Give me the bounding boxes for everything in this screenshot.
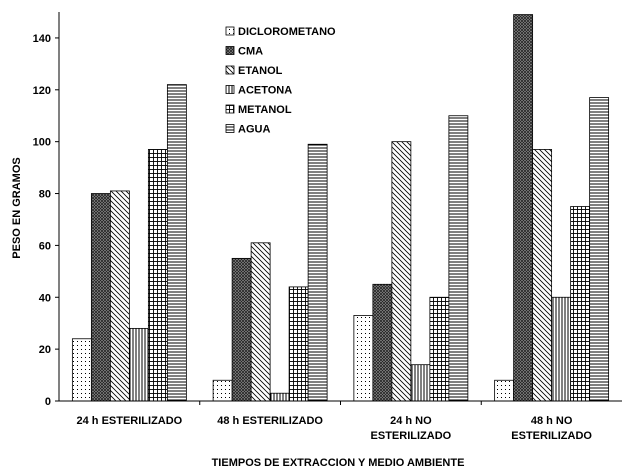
bar-metanol-3 <box>429 296 450 402</box>
legend-label: ACETONA <box>238 85 292 97</box>
bar-etanol-4 <box>532 149 553 402</box>
bar-agua-1 <box>166 84 187 402</box>
bar-cma-2 <box>231 257 252 402</box>
legend-swatch-acetona <box>225 85 235 94</box>
x-axis-title: TIEMPOS DE EXTRACCION Y MEDIO AMBIENTE <box>212 457 465 469</box>
bar-acetona-2 <box>269 392 290 402</box>
bar-cma-1 <box>90 193 111 402</box>
legend-label: ETANOL <box>238 65 283 77</box>
x-tick-label: 24 h NO <box>390 415 432 427</box>
x-tick-label: ESTERILIZADO <box>511 430 592 442</box>
bar-acetona-3 <box>410 364 431 402</box>
legend-label: CMA <box>238 46 263 58</box>
bar-diclorometano-3 <box>353 315 374 402</box>
bar-diclorometano-2 <box>212 379 233 402</box>
bar-cma-4 <box>513 14 534 402</box>
bar-acetona-4 <box>551 296 572 402</box>
y-tick-label: 60 <box>39 240 51 252</box>
legend: DICLOROMETANO CMA ETANOL ACETONA METANOL AGUA <box>225 26 336 136</box>
axes-layer: 0 20 40 60 80 100 120 140 24 h ESTERILIZADO 48 h … <box>33 12 622 442</box>
x-tick-label: 48 h NO <box>531 415 573 427</box>
y-tick-label: 20 <box>39 344 51 356</box>
y-tick-label: 0 <box>45 396 51 408</box>
bars-layer <box>71 14 610 402</box>
y-axis-title: PESO EN GRAMOS <box>11 157 23 258</box>
x-tick-label: 48 h ESTERILIZADO <box>217 415 323 427</box>
legend-swatch-agua <box>225 124 235 133</box>
legend-swatch-etanol <box>225 65 235 75</box>
bar-metanol-1 <box>147 149 168 402</box>
legend-label: METANOL <box>238 104 292 116</box>
y-tick-label: 100 <box>33 137 51 149</box>
legend-swatch-metanol <box>225 104 235 114</box>
bar-diclorometano-1 <box>71 338 92 402</box>
bar-agua-2 <box>307 143 328 402</box>
legend-label: AGUA <box>238 124 270 136</box>
y-tick-label: 140 <box>33 33 51 45</box>
bar-metanol-4 <box>570 206 591 402</box>
bar-agua-3 <box>448 115 469 402</box>
y-tick-label: 40 <box>39 292 51 304</box>
y-tick-label: 120 <box>33 85 51 97</box>
bar-diclorometano-4 <box>494 379 515 402</box>
bar-metanol-2 <box>288 286 309 402</box>
bar-acetona-1 <box>128 327 149 402</box>
bar-etanol-1 <box>109 190 130 402</box>
x-tick-label: ESTERILIZADO <box>371 430 452 442</box>
bar-agua-4 <box>589 97 610 402</box>
legend-swatch-diclorometano <box>225 26 235 36</box>
y-tick-label: 80 <box>39 189 51 201</box>
bar-etanol-2 <box>250 242 271 402</box>
bar-etanol-3 <box>391 141 412 402</box>
x-tick-label: 24 h ESTERILIZADO <box>77 415 183 427</box>
legend-swatch-cma <box>225 46 235 55</box>
legend-label: DICLOROMETANO <box>238 26 336 38</box>
bar-cma-3 <box>372 283 393 402</box>
